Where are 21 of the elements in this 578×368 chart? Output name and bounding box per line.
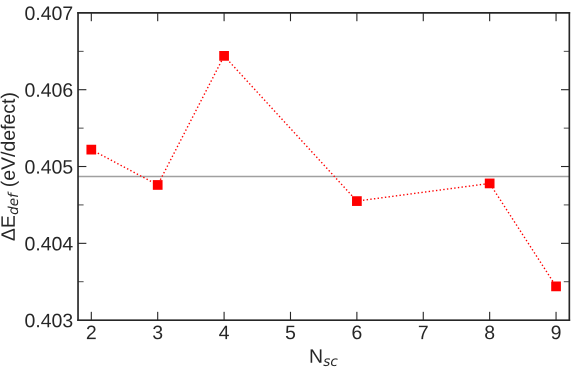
- x-tick-label: 5: [286, 326, 296, 340]
- x-axis-title: N$_{sc}$: [310, 349, 338, 366]
- y-tick-label: 0.406: [25, 83, 72, 97]
- point: [219, 51, 229, 61]
- y-tick-label: 0.404: [25, 236, 73, 251]
- point: [551, 282, 561, 292]
- x-tick-label: 2: [86, 326, 96, 340]
- y-axis-title: ΔE$_{def}$ (eV/defect): [0, 93, 19, 241]
- y-tick-label: 0.405: [25, 160, 72, 174]
- point: [86, 144, 96, 154]
- x-tick-label: 6: [352, 326, 362, 340]
- x-tick-label: 3: [153, 326, 162, 340]
- x-tick-label: 7: [418, 326, 428, 340]
- x-tick-label: 4: [219, 326, 229, 340]
- x-tick-label: 8: [485, 326, 494, 340]
- x-tick-label: 9: [552, 326, 561, 340]
- point: [152, 180, 163, 190]
- y-tick-label: 0.407: [25, 6, 72, 20]
- point: [352, 196, 362, 206]
- point: [484, 178, 495, 188]
- y-tick-label: 0.403: [25, 314, 72, 328]
